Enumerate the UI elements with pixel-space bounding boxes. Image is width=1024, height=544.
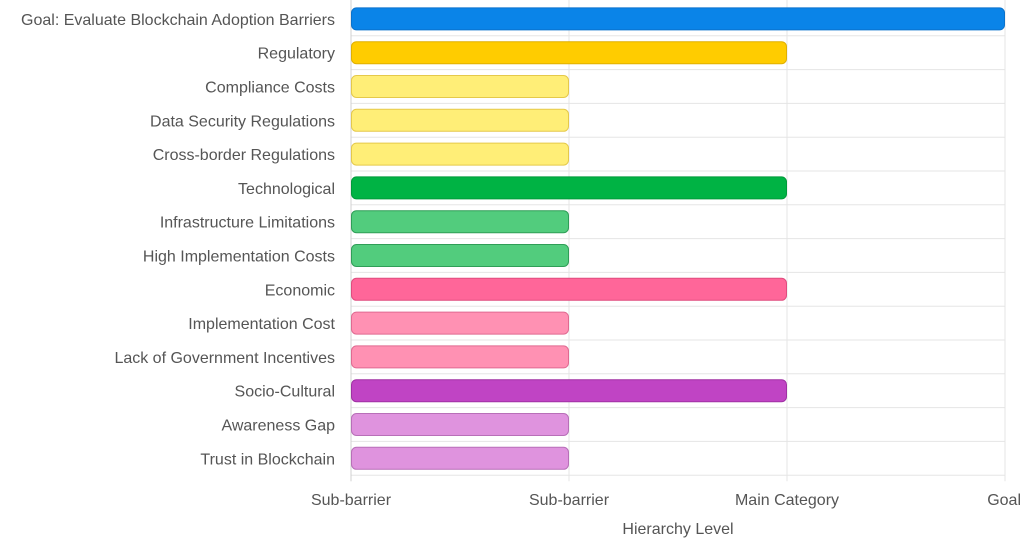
category-label: High Implementation Costs [143,249,335,266]
bar [351,142,569,166]
bar [351,7,1005,31]
bar [351,277,787,301]
x-tick-label: Sub-barrier [311,492,392,509]
bar [351,446,569,470]
bar [351,311,569,335]
bar [351,244,569,267]
x-axis-title: Hierarchy Level [622,521,733,538]
category-label: Awareness Gap [221,418,335,435]
bar [351,413,569,436]
category-label: Lack of Government Incentives [114,350,335,367]
category-label: Socio-Cultural [235,384,335,401]
bar [351,379,787,403]
category-label: Technological [238,181,335,198]
x-tick-label: Goal [987,492,1021,509]
grid-layer [350,0,1006,482]
category-label: Trust in Blockchain [200,451,335,468]
x-tick-label: Sub-barrier [529,492,610,509]
category-label: Regulatory [258,46,335,63]
x-tick-label: Main Category [735,492,839,509]
category-label: Compliance Costs [205,80,335,97]
bar [351,75,569,98]
bar [351,176,787,200]
bar-layer [351,7,1005,470]
category-label: Infrastructure Limitations [160,215,335,232]
bar [351,210,569,234]
bar [351,41,787,65]
category-label: Cross-border Regulations [153,147,335,164]
x-tick-layer: Sub-barrier Sub-barrier Main Category Goal [311,492,1021,509]
category-label: Implementation Cost [188,316,335,333]
category-label: Data Security Regulations [150,113,335,130]
category-label: Goal: Evaluate Blockchain Adoption Barri… [21,12,335,29]
category-label: Economic [265,282,335,299]
category-label-layer: Goal: Evaluate Blockchain Adoption Barri… [21,12,336,468]
bar [351,345,569,369]
bar [351,108,569,132]
